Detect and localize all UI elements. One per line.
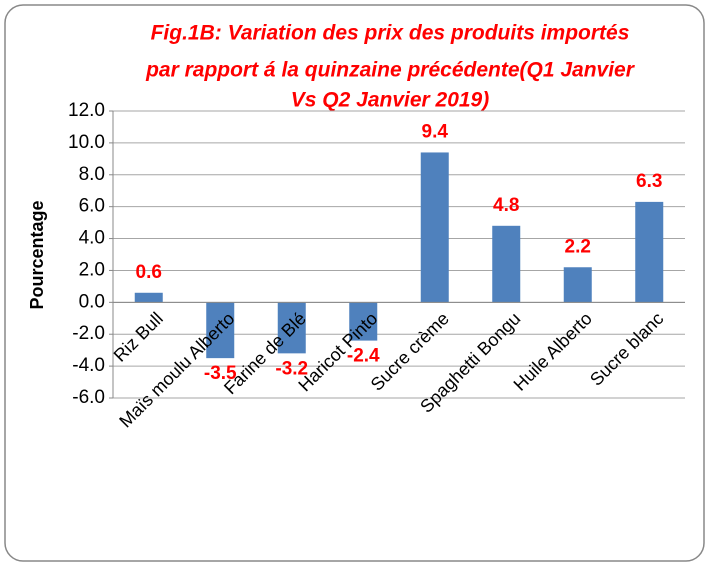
data-label: -3.5	[204, 363, 237, 384]
bar	[349, 302, 378, 341]
title-line: Fig.1B: Variation des prix des produits …	[151, 22, 630, 45]
title-line: par rapport á la quinzaine précédente(Q1…	[145, 59, 636, 82]
chart-frame	[4, 4, 705, 562]
y-axis-label: Pourcentage	[27, 200, 47, 309]
y-tick-label: -2.0	[72, 323, 105, 344]
y-tick-label: 2.0	[79, 259, 105, 280]
y-tick-label: 0.0	[79, 291, 105, 312]
y-tick-label: 10.0	[68, 132, 105, 153]
bar	[420, 152, 449, 303]
bar	[206, 302, 235, 359]
data-label: -2.4	[347, 346, 380, 367]
bar	[134, 292, 163, 303]
data-label: -3.2	[275, 358, 308, 379]
data-label: 0.6	[136, 262, 162, 283]
bar	[635, 201, 664, 303]
data-label: 2.2	[565, 236, 591, 257]
bar	[563, 267, 592, 303]
bar	[492, 225, 521, 303]
y-tick-label: 12.0	[68, 100, 105, 121]
y-tick-label: -6.0	[72, 387, 105, 408]
bar	[277, 302, 306, 354]
y-tick-label: -4.0	[72, 355, 105, 376]
title-line: Vs Q2 Janvier 2019)	[291, 89, 489, 112]
y-tick-label: 6.0	[79, 196, 105, 217]
data-label: 9.4	[422, 121, 449, 142]
data-label: 6.3	[636, 171, 662, 192]
y-tick-label: 8.0	[79, 164, 105, 185]
y-tick-label: 4.0	[79, 228, 105, 249]
chart-title: Fig.1B: Variation des prix des produits …	[145, 22, 636, 112]
data-label: 4.8	[493, 195, 519, 216]
